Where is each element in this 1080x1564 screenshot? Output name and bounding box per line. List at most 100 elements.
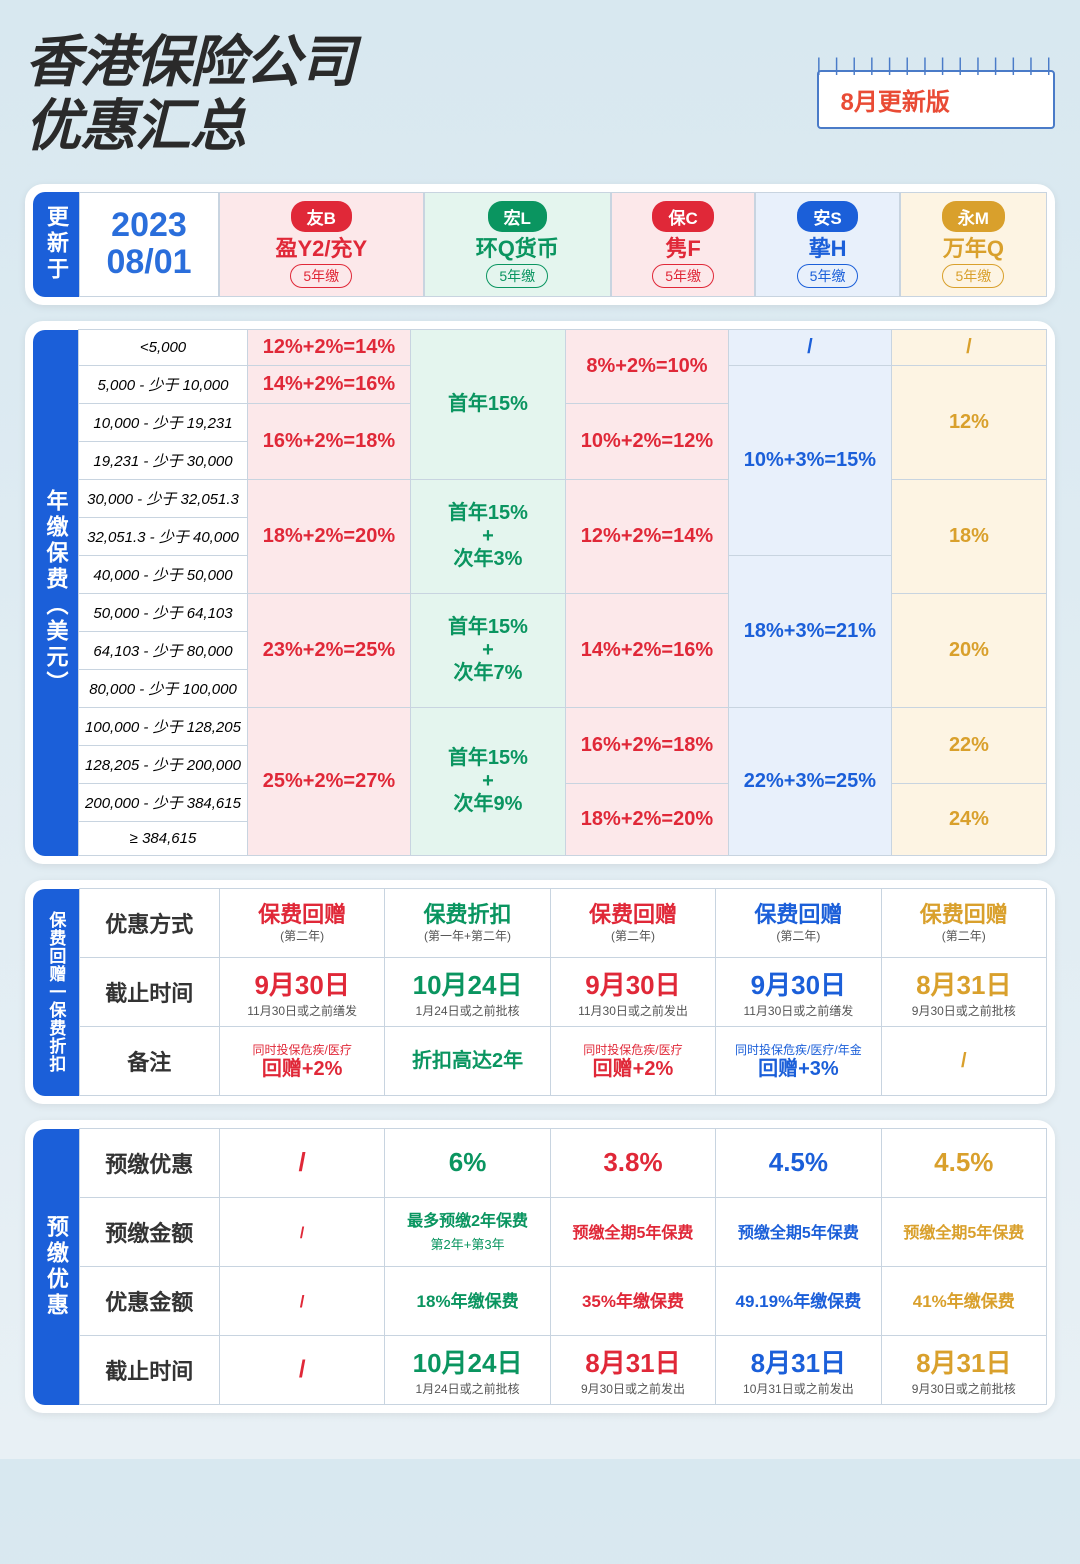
range-2: 10,000 - 少于 19,231 [79,404,248,442]
title-line-2: 优惠汇总 [25,94,355,158]
val-b-1: 首年15%+次年3% [410,480,565,594]
s3-disc-3: 4.5% [716,1129,881,1198]
range-7: 50,000 - 少于 64,103 [79,594,248,632]
s3-save-3: 49.19%年缴保费 [716,1267,881,1336]
s3-amt-4: 预缴全期5年保费 [881,1198,1046,1267]
range-1: 5,000 - 少于 10,000 [79,366,248,404]
val-c-1: 10%+2%=12% [565,404,728,480]
s2-deadline-3: 9月30日11月30日或之前缮发 [716,958,881,1027]
prepay-label: 预缴优惠 [33,1129,79,1405]
rebate-label: 保费回赠一保费折扣 [33,889,79,1096]
s2-method-3: 保费回赠(第二年) [716,889,881,958]
s3-save-2: 35%年缴保费 [550,1267,715,1336]
range-13: ≥ 384,615 [79,822,248,856]
val-b-3: 首年15%+次年9% [410,708,565,856]
val-b-0: 首年15% [410,330,565,480]
s2-note-4: / [881,1027,1046,1096]
val-e-3: 20% [891,594,1046,708]
range-12: 200,000 - 少于 384,615 [79,784,248,822]
company-header-4: 永M 万年Q 5年缴 [900,192,1047,297]
title-line-1: 香港保险公司 [25,30,355,94]
company-header-3: 安S 挚H 5年缴 [755,192,899,297]
range-5: 32,051.3 - 少于 40,000 [79,518,248,556]
val-a-2: 16%+2%=18% [247,404,410,480]
s3-deadline-2: 8月31日9月30日或之前发出 [550,1336,715,1405]
company-header-1: 宏L 环Q货币 5年缴 [424,192,611,297]
s3-disc-4: 4.5% [881,1129,1046,1198]
version-badge: 8月更新版 [817,70,1055,129]
range-4: 30,000 - 少于 32,051.3 [79,480,248,518]
s3-disc-0: / [219,1129,384,1198]
s3-deadline-3: 8月31日10月31日或之前发出 [716,1336,881,1405]
s2-note-0: 同时投保危疾/医疗回赠+2% [219,1027,384,1096]
page-title: 香港保险公司 优惠汇总 [25,30,355,159]
update-label: 更新于 [33,192,79,297]
page-header: 香港保险公司 优惠汇总 | | | | | | | | | | | | | | … [25,30,1055,159]
val-e-0: / [891,330,1046,366]
s3-deadline-0: / [219,1336,384,1405]
s3-save-4: 41%年缴保费 [881,1267,1046,1336]
val-c-2: 12%+2%=14% [565,480,728,594]
s3-deadline-1: 10月24日1月24日或之前批核 [385,1336,550,1405]
s2-note-3: 同时投保危疾/医疗/年金回赠+3% [716,1027,881,1096]
row-note: 备注 [79,1027,219,1096]
company-header-0: 友B 盈Y2/充Y 5年缴 [219,192,424,297]
row-prepay-deadline: 截止时间 [79,1336,219,1405]
s2-deadline-2: 9月30日11月30日或之前发出 [550,958,715,1027]
row-prepay-save: 优惠金额 [79,1267,219,1336]
s2-note-1: 折扣高达2年 [385,1027,550,1096]
premium-label: 年缴保费（美元） [33,330,79,856]
s3-amt-0: / [219,1198,384,1267]
row-prepay-amt: 预缴金额 [79,1198,219,1267]
range-8: 64,103 - 少于 80,000 [79,632,248,670]
val-e-1: 12% [891,366,1046,480]
s2-note-2: 同时投保危疾/医疗回赠+2% [550,1027,715,1096]
premium-section: 年缴保费（美元） <5,000 12%+2%=14% 首年15% 8%+2%=1… [25,321,1055,864]
s3-save-0: / [219,1267,384,1336]
s2-method-1: 保费折扣(第一年+第二年) [385,889,550,958]
val-c-0: 8%+2%=10% [565,330,728,404]
version-badge-box: | | | | | | | | | | | | | | 8月更新版 [817,55,1055,129]
s3-disc-2: 3.8% [550,1129,715,1198]
val-a-5: 25%+2%=27% [247,708,410,856]
range-3: 19,231 - 少于 30,000 [79,442,248,480]
header-section: 更新于 2023 08/01 友B 盈Y2/充Y 5年缴 宏L 环Q货币 5年缴… [25,184,1055,305]
range-10: 100,000 - 少于 128,205 [79,708,248,746]
range-11: 128,205 - 少于 200,000 [79,746,248,784]
row-method: 优惠方式 [79,889,219,958]
badge-marks: | | | | | | | | | | | | | | [817,55,1055,76]
s3-amt-1: 最多预缴2年保费第2年+第3年 [385,1198,550,1267]
s2-method-4: 保费回赠(第二年) [881,889,1046,958]
update-month: 08/01 [84,244,214,281]
range-6: 40,000 - 少于 50,000 [79,556,248,594]
s3-save-1: 18%年缴保费 [385,1267,550,1336]
s2-method-0: 保费回赠(第二年) [219,889,384,958]
s3-deadline-4: 8月31日9月30日或之前批核 [881,1336,1046,1405]
val-b-2: 首年15%+次年7% [410,594,565,708]
val-d-3: 22%+3%=25% [728,708,891,856]
val-c-5: 18%+2%=20% [565,784,728,856]
s2-deadline-0: 9月30日11月30日或之前缮发 [219,958,384,1027]
update-date: 2023 08/01 [79,192,219,297]
val-d-2: 18%+3%=21% [728,556,891,708]
val-e-4: 22% [891,708,1046,784]
val-e-5: 24% [891,784,1046,856]
s3-amt-2: 预缴全期5年保费 [550,1198,715,1267]
val-c-3: 14%+2%=16% [565,594,728,708]
val-e-2: 18% [891,480,1046,594]
s3-disc-1: 6% [385,1129,550,1198]
rebate-section: 保费回赠一保费折扣 优惠方式 保费回赠(第二年) 保费折扣(第一年+第二年) 保… [25,880,1055,1104]
row-prepay-disc: 预缴优惠 [79,1129,219,1198]
s3-amt-3: 预缴全期5年保费 [716,1198,881,1267]
range-0: <5,000 [79,330,248,366]
update-year: 2023 [84,207,214,244]
s2-deadline-1: 10月24日1月24日或之前批核 [385,958,550,1027]
val-a-3: 18%+2%=20% [247,480,410,594]
s2-deadline-4: 8月31日9月30日或之前批核 [881,958,1046,1027]
company-header-2: 保C 隽F 5年缴 [611,192,755,297]
prepay-section: 预缴优惠 预缴优惠 / 6% 3.8% 4.5% 4.5% 预缴金额 / 最多预… [25,1120,1055,1413]
val-a-0: 12%+2%=14% [247,330,410,366]
val-a-1: 14%+2%=16% [247,366,410,404]
row-deadline: 截止时间 [79,958,219,1027]
s2-method-2: 保费回赠(第二年) [550,889,715,958]
